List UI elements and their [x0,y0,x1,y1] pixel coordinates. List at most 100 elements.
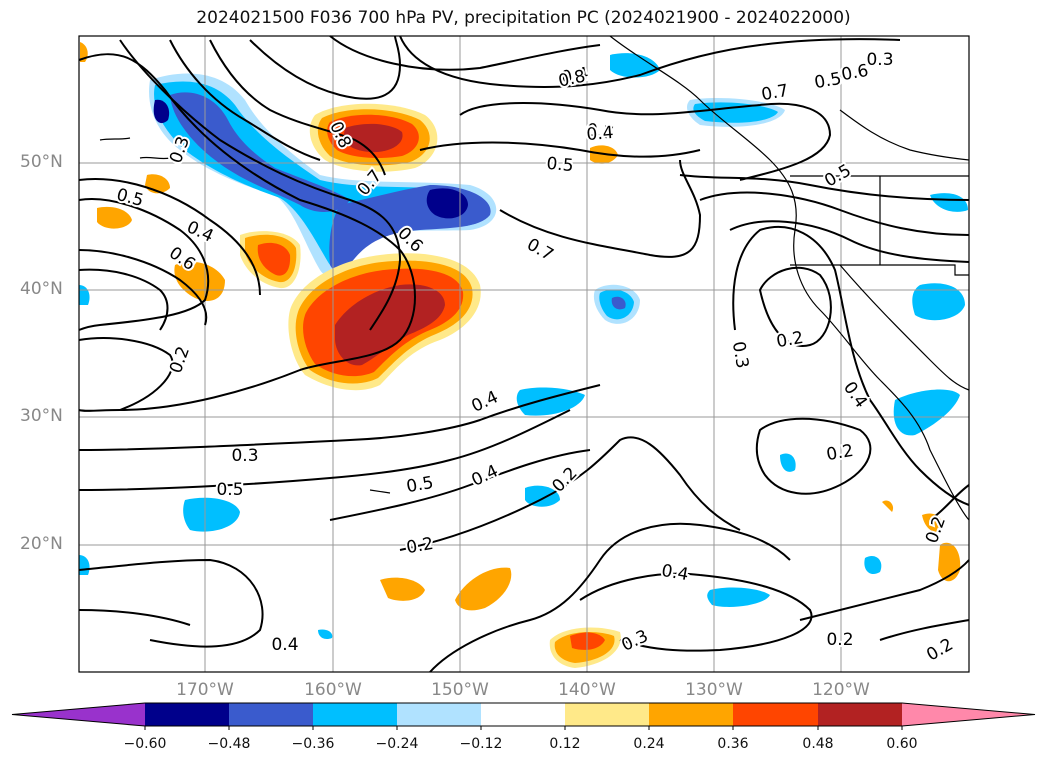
colorbar-segment [12,703,145,726]
colorbar-segment [313,703,397,726]
latitude-label: 30°N [20,406,63,426]
pv-contour-layer [78,35,970,673]
contour-label: 0.2 [826,630,853,650]
negative-anomaly-area [426,188,468,219]
colorbar-segment [229,703,313,726]
pv-contour [78,268,169,331]
negative-anomaly-area [170,92,350,212]
pv-contour [419,141,701,158]
negative-anomaly-area [780,453,796,472]
pv-contour [78,558,264,648]
colorbar-tick-label: 0.24 [633,736,665,752]
coastline-layer [99,35,970,521]
negative-anomaly-area [693,102,778,123]
negative-anomaly-area [864,555,882,575]
colorbar-tick-label: −0.60 [123,736,167,752]
positive-anomaly-area [174,261,225,301]
colorbar-tick-label: −0.36 [291,736,335,752]
colorbar-segment [397,703,481,726]
pv-contour [758,266,832,347]
negative-anomaly-area [930,193,968,212]
pv-contour [78,337,174,411]
colorbar-tick-label: 0.36 [717,736,749,752]
pv-contour [329,35,601,71]
colorbar-segment [733,703,818,726]
pv-contour [499,159,702,258]
positive-anomaly-area [343,123,403,153]
pv-contour [78,609,191,626]
positive-anomaly-area [257,242,291,276]
pv-contour [699,191,970,236]
contour-label: 0.5 [546,154,575,176]
pv-contour [929,484,970,521]
longitude-label: 140°W [558,680,616,700]
pv-contour [78,53,416,412]
positive-anomaly-area [380,577,425,601]
colorbar-tick-label: 0.12 [549,736,581,752]
negative-anomaly-area [707,587,770,607]
colorbar-tick-label: −0.12 [459,736,503,752]
negative-anomaly-area [153,99,170,124]
positive-anomaly-area [97,206,132,229]
latitude-label: 50°N [20,152,63,172]
colorbar [11,702,1036,730]
contour-label: 0.3 [728,340,752,370]
map-border [78,35,970,673]
colorbar-segment [145,703,229,726]
coastline [99,137,171,160]
latitude-label: 20°N [20,534,63,554]
negative-anomaly-area [611,296,626,310]
pv-contour [579,572,813,652]
positive-anomaly-area [335,284,445,366]
colorbar-segment [818,703,902,726]
colorbar-segment [565,703,649,726]
graticule [79,36,969,672]
contour-label: 0.4 [271,635,298,655]
negative-anomaly-area [183,497,240,532]
pv-contour [429,522,791,673]
longitude-label: 150°W [431,680,489,700]
map-title: 2024021500 F036 700 hPa PV, precipitatio… [196,8,851,28]
pv-contour [119,39,402,331]
pv-contour [78,249,208,326]
pv-contour [209,39,386,176]
pv-contour [78,409,571,491]
state-border [790,175,969,276]
longitude-label: 130°W [685,680,743,700]
latitude-label: 40°N [20,279,63,299]
contour-label: 0.5 [216,480,243,500]
pv-contour [799,559,970,621]
pv-contour [169,39,321,161]
state-border [839,264,970,391]
colorbar-tick-label: −0.24 [375,736,419,752]
pv-contour [732,225,970,506]
colorbar-tick-label: −0.48 [207,736,251,752]
colorbar-segment [649,703,733,726]
longitude-label: 120°W [812,680,870,700]
negative-anomaly-area [525,485,560,507]
pv-contour [78,198,210,331]
colorbar-tick-label: 0.48 [802,736,834,752]
state-border [839,109,970,161]
contour-label: 0.3 [866,50,893,70]
pv-contour [399,436,741,551]
colorbar-segment [481,703,565,726]
colorbar-segment [902,703,1035,726]
colorbar-tick-label: 0.60 [886,736,918,752]
pv-contour [755,417,872,495]
longitude-label: 160°W [304,680,362,700]
negative-anomaly-area [893,389,960,436]
negative-anomaly-area [516,387,585,416]
longitude-label: 170°W [176,680,234,700]
pv-contour [78,384,601,451]
pv-contour [459,102,832,181]
positive-anomaly-area [922,513,943,532]
contour-label: 0.4 [586,123,615,145]
positive-anomaly-area [882,500,894,512]
pv-contour [399,35,901,88]
negative-anomaly-area [912,283,965,321]
pv-contour [729,220,970,263]
negative-anomaly-area [318,629,333,640]
coastline [369,487,421,494]
